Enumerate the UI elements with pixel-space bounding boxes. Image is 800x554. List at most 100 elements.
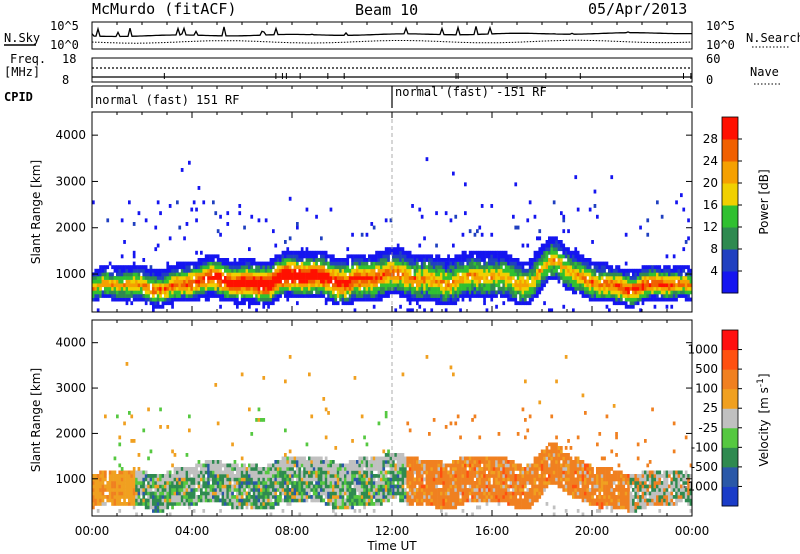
power-cell [480,276,484,280]
velocity-cell [375,474,378,478]
power-cell [192,290,196,295]
power-cell [243,272,246,277]
power-cell [396,286,400,291]
power-cell [264,301,268,306]
power-cell [99,279,102,284]
power-cell [226,211,230,216]
power-cell [598,294,602,298]
power-cell [603,294,606,298]
velocity-cell [382,498,386,503]
power-cell [245,294,249,298]
power-cell [682,294,686,298]
velocity-cell [111,477,114,482]
power-cell [154,225,158,230]
power-cell [509,254,513,259]
power-cell [180,286,184,291]
velocity-cell [310,488,314,492]
velocity-cell [255,491,258,496]
velocity-cell [192,495,196,499]
velocity-cell [360,467,364,471]
power-cell [267,301,270,306]
power-cell [384,218,388,223]
power-cell [502,254,506,259]
power-cell [269,301,273,306]
power-cell [336,272,340,277]
power-cell [641,276,645,280]
velocity-cell [416,491,419,496]
power-cell [622,286,626,291]
velocity-cell [262,488,266,492]
power-cell [168,265,172,270]
power-cell [375,290,378,295]
power-cell [207,294,210,298]
power-cell [569,261,573,266]
velocity-cell [113,481,117,485]
power-cell [668,276,671,280]
velocity-cell [401,467,405,471]
power-cell [509,258,513,262]
velocity-cell [207,481,210,485]
velocity-cell [123,470,126,475]
velocity-cell [264,477,268,482]
velocity-cell [413,495,417,499]
power-cell [118,286,122,291]
power-cell [137,290,141,295]
velocity-cell [159,484,162,489]
power-cell [130,279,134,284]
power-cell [492,272,496,277]
velocity-cell [346,477,350,482]
power-cell [399,258,402,262]
velocity-cell [279,467,282,471]
power-cell [473,268,477,273]
power-cell [526,290,530,295]
power-cell [557,254,561,259]
power-cell [375,250,378,255]
power-cell [538,254,542,259]
velocity-cell [334,477,338,482]
velocity-cell [207,470,210,475]
velocity-cell [171,481,174,485]
power-cbar-label: Power [dB] [757,169,771,234]
velocity-cell [300,495,304,499]
power-cell [370,276,374,280]
velocity-cell [293,495,297,499]
power-cell [154,272,158,277]
power-cell [329,254,333,259]
power-cell [670,286,674,291]
power-cell [677,283,681,288]
power-cell [668,290,671,295]
velocity-cell [250,488,254,492]
power-cell [183,265,186,270]
velocity-cell [418,484,422,489]
velocity-cell [298,495,302,499]
velocity-cell [135,481,138,485]
power-cell [305,268,309,273]
power-cell [351,290,354,295]
power-cell [533,254,537,259]
velocity-cell [425,467,429,471]
velocity-cell [120,470,124,475]
velocity-cell [300,463,304,468]
power-cell [236,286,239,291]
velocity-cell [420,477,424,482]
power-cell [214,272,218,277]
power-cell [264,297,268,302]
power-cell [142,268,146,273]
power-cell [353,276,357,280]
velocity-cell [140,470,143,475]
power-cell [243,261,246,266]
power-cell [514,294,518,298]
power-cell [296,286,299,291]
power-cell [521,297,525,302]
velocity-cell [192,481,196,485]
velocity-cell [228,502,232,506]
power-cell [344,279,347,284]
velocity-cell [262,418,266,422]
power-cell [305,290,309,295]
velocity-cell [252,505,256,510]
noise-panel: N.Sky 10^5 10^0 10^5 10^0 N.Search [4,19,800,89]
power-cell [588,279,592,284]
power-cell [216,294,220,298]
power-cell [411,258,414,262]
velocity-cell [166,488,170,492]
